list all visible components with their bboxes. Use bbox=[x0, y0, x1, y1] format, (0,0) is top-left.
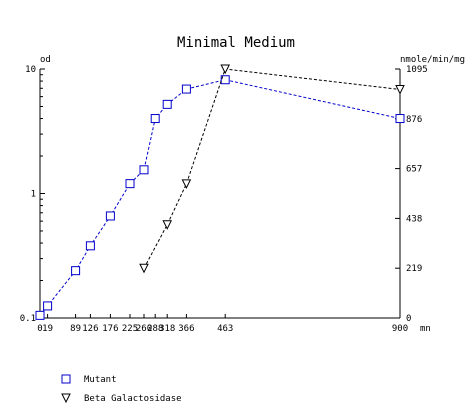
x-tick-label: 225 bbox=[122, 324, 138, 334]
x-tick-label: 366 bbox=[178, 324, 194, 334]
legend-marker-mutant bbox=[61, 374, 71, 384]
y-right-tick-label: 438 bbox=[406, 214, 422, 224]
x-tick-label: 19 bbox=[42, 324, 53, 334]
x-tick-label: 318 bbox=[159, 324, 175, 334]
data-point-mutant bbox=[125, 179, 135, 189]
data-point-mutant bbox=[35, 310, 45, 320]
data-point-mutant bbox=[181, 84, 191, 94]
x-tick-label: 89 bbox=[70, 324, 81, 334]
data-point-beta-galactosidase bbox=[220, 64, 231, 75]
series-layer bbox=[35, 64, 405, 320]
legend-label-mutant: Mutant bbox=[84, 375, 117, 385]
chart-title: Minimal Medium bbox=[177, 35, 295, 51]
x-tick-label: 0 bbox=[37, 324, 42, 334]
x-tick-label: 463 bbox=[217, 324, 233, 334]
legend-label-beta-galactosidase: Beta Galactosidase bbox=[84, 394, 182, 404]
y-right-tick-label: 1095 bbox=[406, 65, 428, 75]
x-tick-label: 288 bbox=[147, 324, 163, 334]
y-left-tick-label: 1 bbox=[31, 190, 36, 200]
data-point-mutant bbox=[85, 241, 95, 251]
y-right-tick-label: 876 bbox=[406, 115, 422, 125]
y-right-tick-label: 0 bbox=[406, 314, 411, 324]
data-point-mutant bbox=[139, 165, 149, 175]
y-right-tick-label: 219 bbox=[406, 264, 422, 274]
data-point-mutant bbox=[220, 75, 230, 85]
series-line-beta-galactosidase bbox=[143, 68, 401, 269]
legend-marker-beta-galactosidase bbox=[61, 393, 71, 404]
data-point-beta-galactosidase bbox=[395, 84, 405, 95]
data-point-beta-galactosidase bbox=[181, 179, 192, 189]
legend: Mutant Beta Galactosidase bbox=[61, 374, 182, 404]
x-tick-label: 126 bbox=[82, 324, 98, 334]
y-right-tick-label: 657 bbox=[406, 165, 422, 175]
series-line-mutant bbox=[39, 79, 401, 316]
y-left-tick-label: 0.1 bbox=[20, 314, 36, 324]
y-axis-left-label: od bbox=[40, 55, 51, 65]
data-point-mutant bbox=[150, 114, 160, 124]
x-axis-label: mn bbox=[420, 324, 431, 334]
data-point-beta-galactosidase bbox=[162, 220, 173, 230]
data-point-mutant bbox=[43, 301, 53, 311]
x-tick-label: 900 bbox=[392, 324, 408, 334]
y-left-tick-label: 10 bbox=[25, 65, 36, 75]
y-axis-right-label: nmole/min/mg bbox=[400, 55, 465, 65]
data-point-beta-galactosidase bbox=[139, 263, 149, 274]
x-tick-label: 260 bbox=[136, 324, 152, 334]
data-point-mutant bbox=[162, 99, 172, 109]
data-point-mutant bbox=[71, 266, 81, 276]
data-point-mutant bbox=[105, 211, 115, 221]
data-point-mutant bbox=[395, 114, 405, 124]
x-tick-label: 176 bbox=[102, 324, 118, 334]
